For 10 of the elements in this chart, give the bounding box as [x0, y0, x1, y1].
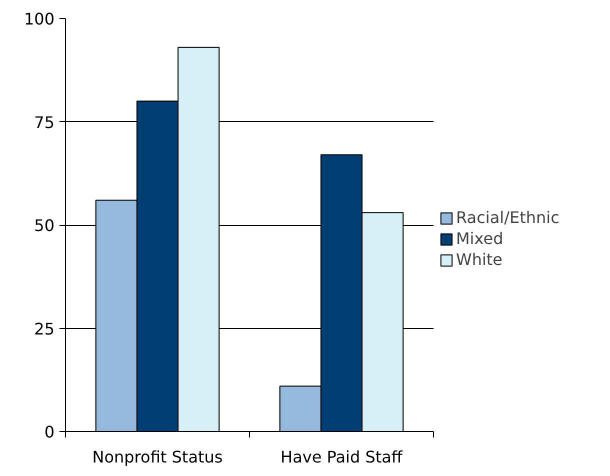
y-tick-label: 75 — [34, 112, 54, 132]
y-tick-label: 0 — [44, 422, 55, 442]
y-tick-label: 25 — [34, 319, 54, 338]
y-tick-label: 50 — [34, 216, 54, 235]
y-tick-label: 100 — [24, 10, 55, 28]
legend-label: Racial/Ethnic — [456, 208, 560, 227]
legend-label: White — [456, 250, 503, 269]
x-tick-label: Nonprofit Status — [92, 448, 223, 466]
x-tick-label: Have Paid Staff — [280, 448, 404, 466]
legend-label: Mixed — [456, 229, 504, 248]
